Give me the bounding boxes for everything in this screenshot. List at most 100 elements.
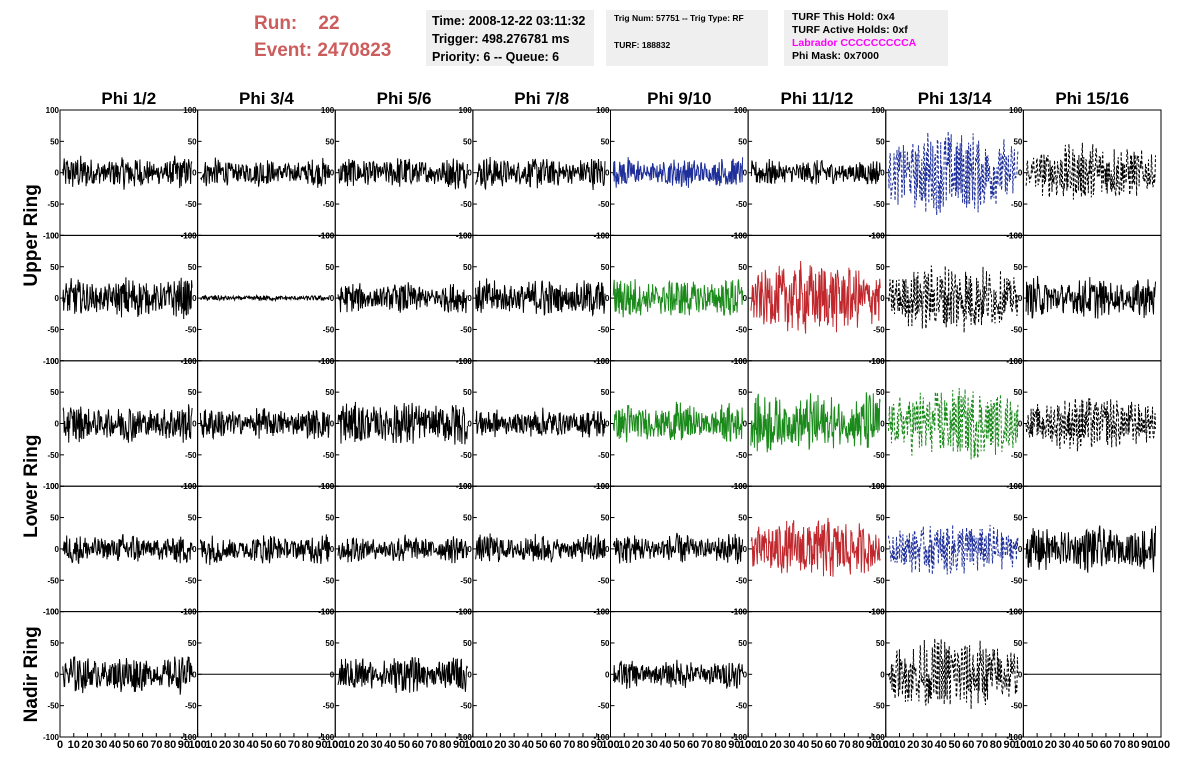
- y-tick-label: 100: [183, 608, 197, 617]
- waveform-trace: [1025, 525, 1156, 573]
- y-tick-label: 100: [596, 482, 610, 491]
- y-tick-label: 50: [738, 639, 747, 648]
- waveform-trace: [888, 131, 1019, 216]
- y-tick-label: 50: [1013, 639, 1022, 648]
- y-tick-label: 100: [871, 106, 885, 115]
- waveform-trace: [337, 534, 468, 564]
- x-tick-label: 50: [811, 739, 823, 751]
- panel-frame-r5-c6: [747, 611, 887, 738]
- x-tick-label: 60: [687, 739, 699, 751]
- y-tick-label: 0: [880, 294, 885, 303]
- x-tick-label: 40: [247, 739, 259, 751]
- y-tick-label: 50: [876, 514, 885, 523]
- labrador-text: Labrador CCCCCCCCCA: [792, 37, 917, 49]
- x-tick-label: 100: [188, 739, 206, 751]
- y-tick-label: -50: [47, 200, 59, 209]
- x-tick-label: 80: [439, 739, 451, 751]
- y-tick-label: -50: [1011, 702, 1023, 711]
- y-tick-label: -50: [736, 576, 748, 585]
- x-tick-label: 80: [302, 739, 314, 751]
- y-tick-label: 0: [330, 169, 335, 178]
- y-tick-label: 0: [880, 420, 885, 429]
- y-tick-label: -50: [323, 702, 335, 711]
- y-tick-label: 0: [1018, 670, 1023, 679]
- waveform-trace: [1025, 275, 1156, 319]
- x-tick-label: 10: [1031, 739, 1043, 751]
- column-title-2: Phi 3/4: [239, 89, 294, 108]
- y-tick-label: 100: [734, 231, 748, 240]
- turf-info-box: TURF This Hold: 0x4 TURF Active Holds: 0…: [784, 10, 948, 66]
- x-tick-label: 20: [219, 739, 231, 751]
- x-tick-label: 90: [1141, 739, 1153, 751]
- column-title-3: Phi 5/6: [377, 89, 432, 108]
- x-tick-label: 100: [1014, 739, 1032, 751]
- y-tick-label: 50: [325, 263, 334, 272]
- x-tick-label: 90: [728, 739, 740, 751]
- y-tick-label: 50: [876, 263, 885, 272]
- y-tick-label: 50: [601, 514, 610, 523]
- phi-mask-text: Phi Mask: 0x7000: [792, 50, 879, 62]
- y-tick-label: -50: [323, 325, 335, 334]
- y-tick-label: 50: [50, 263, 59, 272]
- waveform-trace: [199, 534, 331, 566]
- x-tick-label: 40: [659, 739, 671, 751]
- y-tick-label: 100: [183, 231, 197, 240]
- y-tick-label: 0: [192, 545, 197, 554]
- x-tick-label: 60: [274, 739, 286, 751]
- x-tick-label: 90: [1003, 739, 1015, 751]
- y-tick-label: 100: [183, 106, 197, 115]
- y-tick-label: 100: [459, 231, 473, 240]
- y-tick-label: 100: [46, 482, 60, 491]
- y-tick-label: -50: [1011, 576, 1023, 585]
- x-tick-label: 100: [326, 739, 344, 751]
- y-tick-label: 100: [596, 357, 610, 366]
- panel-frame-r5-c4: [472, 611, 611, 738]
- y-tick-label: 50: [188, 514, 197, 523]
- waveform-trace: [888, 387, 1019, 460]
- y-tick-label: 100: [596, 608, 610, 617]
- x-tick-label: 20: [357, 739, 369, 751]
- y-tick-label: -50: [736, 325, 748, 334]
- waveform-trace: [750, 517, 881, 577]
- y-tick-label: 50: [325, 514, 334, 523]
- panel-frame-r1-c2: [197, 109, 336, 236]
- y-tick-label: 50: [738, 137, 747, 146]
- y-tick-label: 100: [321, 357, 335, 366]
- x-tick-label: 70: [150, 739, 162, 751]
- y-tick-label: 50: [876, 388, 885, 397]
- y-tick-label: 50: [188, 263, 197, 272]
- y-tick-label: 50: [50, 639, 59, 648]
- y-tick-label: -100: [456, 733, 473, 742]
- waveform-trace: [750, 260, 881, 334]
- y-tick-label: -50: [873, 702, 885, 711]
- x-tick-label: 10: [205, 739, 217, 751]
- x-tick-label: 30: [1059, 739, 1071, 751]
- x-tick-label: 10: [756, 739, 768, 751]
- waveform-trace: [200, 293, 331, 303]
- x-tick-label: 90: [453, 739, 465, 751]
- x-tick-label: 0: [470, 739, 476, 751]
- y-tick-label: 100: [321, 106, 335, 115]
- x-tick-label: 70: [425, 739, 437, 751]
- x-tick-label: 90: [178, 739, 190, 751]
- waveform-trace: [199, 407, 331, 441]
- y-tick-label: 50: [738, 388, 747, 397]
- waveform-trace: [475, 407, 606, 438]
- y-tick-label: 0: [880, 670, 885, 679]
- y-tick-label: 0: [743, 169, 748, 178]
- y-tick-label: -50: [736, 200, 748, 209]
- x-tick-label: 100: [1152, 739, 1170, 751]
- waveform-trace: [62, 534, 193, 564]
- waveform-trace: [612, 401, 744, 443]
- y-tick-label: 0: [192, 670, 197, 679]
- y-tick-label: 0: [55, 420, 60, 429]
- y-tick-label: -50: [460, 200, 472, 209]
- x-tick-label: 80: [852, 739, 864, 751]
- y-tick-label: 0: [467, 545, 472, 554]
- y-tick-label: 100: [46, 231, 60, 240]
- y-tick-label: -50: [1011, 451, 1023, 460]
- x-tick-label: 40: [797, 739, 809, 751]
- y-tick-label: -50: [1011, 200, 1023, 209]
- y-tick-label: -100: [731, 733, 748, 742]
- y-tick-label: 50: [188, 639, 197, 648]
